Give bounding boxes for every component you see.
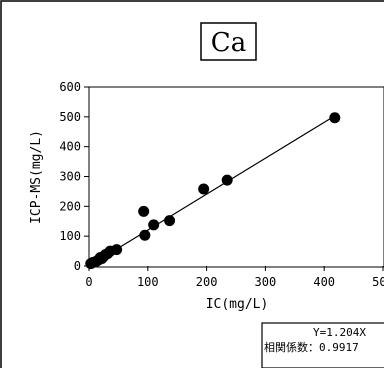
y-tick-label: 0 xyxy=(74,259,81,273)
data-point xyxy=(221,174,233,186)
x-tick-label: 200 xyxy=(196,275,218,289)
data-point xyxy=(329,112,341,124)
x-tick-label: 400 xyxy=(313,275,335,289)
chart-title: Ca xyxy=(211,28,246,58)
regression-box xyxy=(261,322,384,368)
title-box xyxy=(200,22,257,61)
data-point xyxy=(139,229,151,241)
x-tick-label: 0 xyxy=(85,275,92,289)
x-tick-label: 300 xyxy=(255,275,277,289)
plot-area: 0 100 200 300 400 500 600 0 100 200 300 400 500 xyxy=(59,80,384,289)
regression-equation: Y=1.204X xyxy=(313,326,366,339)
y-tick-label: 100 xyxy=(59,229,81,243)
data-point xyxy=(138,205,150,217)
y-ticks: 0 100 200 300 400 500 600 xyxy=(59,80,89,273)
y-axis-label: ICP-MS(mg/L) xyxy=(29,130,44,224)
correlation-coefficient: 相関係数：0.9917 xyxy=(264,341,359,354)
data-point xyxy=(111,244,123,256)
data-point xyxy=(198,183,210,195)
x-tick-label: 500 xyxy=(372,275,384,289)
y-tick-label: 400 xyxy=(59,140,81,154)
data-point xyxy=(148,219,160,231)
y-tick-label: 200 xyxy=(59,199,81,213)
y-tick-label: 600 xyxy=(59,80,81,94)
y-tick-label: 500 xyxy=(59,110,81,124)
x-tick-label: 100 xyxy=(137,275,159,289)
data-point xyxy=(164,215,176,227)
trend-line xyxy=(88,115,336,267)
x-axis-label: IC(mg/L) xyxy=(206,297,269,312)
data-points xyxy=(85,112,341,270)
y-tick-label: 300 xyxy=(59,170,81,184)
